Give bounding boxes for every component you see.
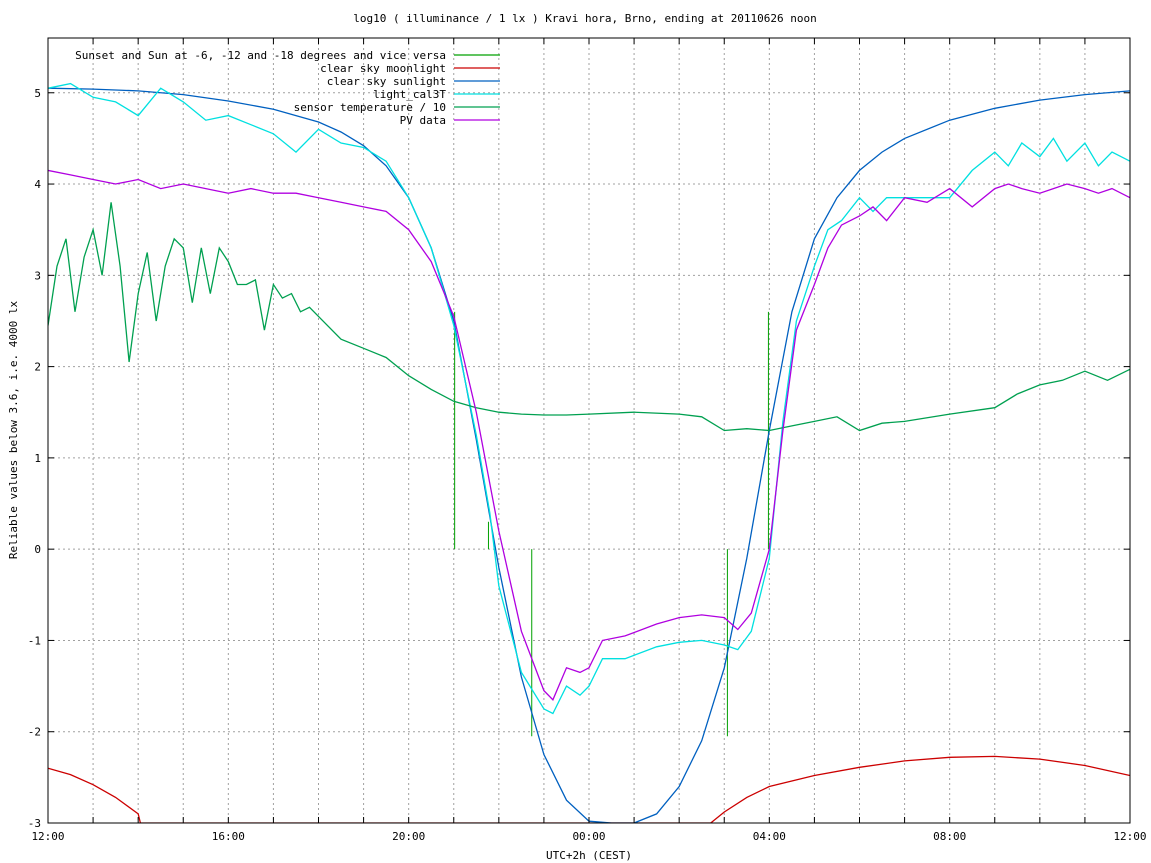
y-tick-label: -2 [28, 726, 41, 739]
y-tick-label: -3 [28, 817, 41, 830]
legend-label: PV data [400, 114, 446, 127]
y-tick-label: 0 [34, 543, 41, 556]
y-axis-label: Reliable values below 3.6, i.e. 4000 lx [7, 300, 20, 559]
x-tick-label: 00:00 [572, 830, 605, 843]
legend-label: clear sky sunlight [327, 75, 446, 88]
x-tick-label: 20:00 [392, 830, 425, 843]
y-tick-label: 5 [34, 87, 41, 100]
series-clear-sky-sunlight-line [48, 87, 1130, 823]
plot-frame [47, 37, 1131, 824]
chart-title: log10 ( illuminance / 1 lx ) Kravi hora,… [353, 12, 817, 25]
legend-label: clear sky moonlight [320, 62, 446, 75]
legend: Sunset and Sun at -6, -12 and -18 degree… [75, 49, 500, 127]
x-tick-label: 16:00 [212, 830, 245, 843]
y-tick-label: -1 [28, 634, 41, 647]
series-layer [48, 82, 1130, 823]
legend-label: sensor temperature / 10 [294, 101, 446, 114]
y-tick-label: 1 [34, 452, 41, 465]
x-tick-label: 08:00 [933, 830, 966, 843]
y-tick-label: 3 [34, 269, 41, 282]
y-tick-label: 4 [34, 178, 41, 191]
x-tick-label: 12:00 [1113, 830, 1146, 843]
legend-label: light_cal3T [373, 88, 446, 101]
x-tick-label: 12:00 [31, 830, 64, 843]
grid [48, 38, 1130, 823]
x-axis-label: UTC+2h (CEST) [546, 849, 632, 862]
x-tick-label: 04:00 [753, 830, 786, 843]
series-clear-sky-moonlight-line [48, 755, 1130, 823]
legend-label: Sunset and Sun at -6, -12 and -18 degree… [75, 49, 446, 62]
series-pv-data-line [48, 169, 1130, 701]
y-tick-label: 2 [34, 361, 41, 374]
series-light-cal3t-line [48, 82, 1130, 715]
tick-layer: -3 -2 -1 0 1 2 3 4 5 12:00 16:00 20:00 00:00 04:00 08:… [28, 38, 1147, 843]
series-sensor-temperature-10-line [48, 202, 1130, 432]
